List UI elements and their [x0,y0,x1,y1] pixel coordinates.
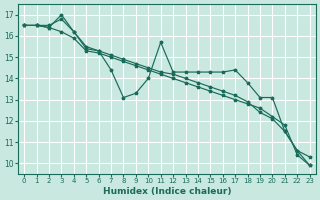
X-axis label: Humidex (Indice chaleur): Humidex (Indice chaleur) [103,187,231,196]
